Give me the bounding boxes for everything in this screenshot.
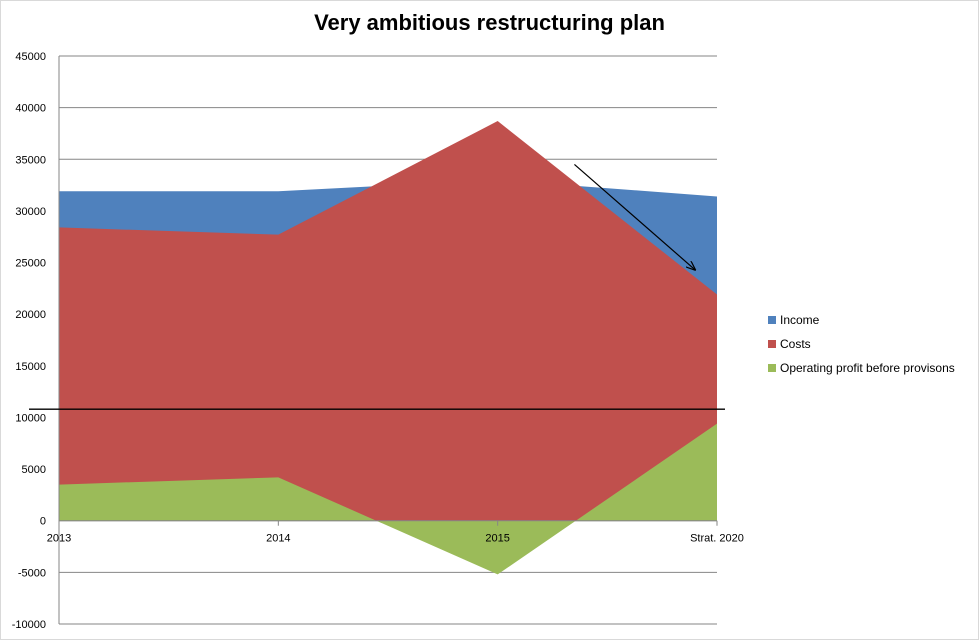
legend-item-operating-profit: Operating profit before provisons	[768, 356, 955, 380]
annotation-arrow	[574, 163, 695, 269]
y-tick-label: 20000	[15, 309, 46, 321]
y-tick-label: -5000	[18, 567, 46, 579]
legend-label-operating-profit: Operating profit before provisons	[780, 361, 955, 375]
legend-item-costs: Costs	[768, 332, 955, 356]
y-tick-label: 40000	[15, 103, 46, 115]
y-tick-label: 5000	[22, 464, 46, 476]
y-tick-label: 45000	[15, 51, 46, 63]
legend-swatch-costs	[768, 340, 776, 348]
y-tick-label: 10000	[15, 412, 46, 424]
y-tick-label: 0	[40, 516, 46, 528]
legend: Income Costs Operating profit before pro…	[768, 308, 955, 380]
x-tick-label: 2013	[47, 533, 71, 545]
area-costs	[59, 121, 717, 521]
annotations	[29, 163, 725, 410]
chart-title: Very ambitious restructuring plan	[314, 10, 665, 35]
legend-swatch-operating-profit	[768, 364, 776, 372]
y-tick-label: 30000	[15, 206, 46, 218]
legend-item-income: Income	[768, 308, 955, 332]
x-tick-label: Strat. 2020	[690, 533, 744, 545]
y-tick-label: 15000	[15, 361, 46, 373]
y-tick-label: -10000	[12, 619, 46, 631]
y-tick-label: 35000	[15, 154, 46, 166]
area-operating	[59, 423, 717, 575]
legend-label-income: Income	[780, 313, 820, 327]
series-areas	[59, 121, 717, 575]
x-tick-label: 2014	[266, 533, 290, 545]
legend-swatch-income	[768, 316, 776, 324]
y-tick-label: 25000	[15, 258, 46, 270]
x-tick-label: 2015	[485, 533, 509, 545]
axes: -10000 -5000 0 5000 10000 15000 20000 25000 3000…	[12, 51, 744, 631]
legend-label-costs: Costs	[780, 337, 811, 351]
